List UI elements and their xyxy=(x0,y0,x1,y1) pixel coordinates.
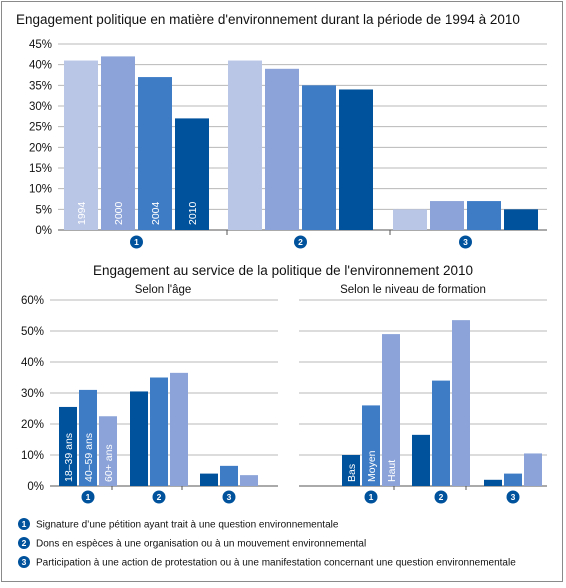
series-label: 2000 xyxy=(113,201,125,225)
category-badge-number: 2 xyxy=(298,237,303,247)
series-label: 60+ ans xyxy=(103,444,115,482)
bar-Haut-group-2 xyxy=(452,320,470,486)
chart1: 0% 5% 10% 15% 20% 25% 30% 35% 40% 45% 1994 2000 2004… xyxy=(29,39,547,249)
bar-40–59 ans-group-1 xyxy=(79,389,97,486)
bar-Haut-group-3 xyxy=(524,453,542,486)
y-tick-label: 15% xyxy=(29,163,52,175)
series-label: 2004 xyxy=(150,201,162,225)
bar-18–39 ans-group-1 xyxy=(59,406,77,486)
bar-2004-group-3 xyxy=(467,201,501,230)
bar-60+ ans-group-2 xyxy=(170,372,188,486)
y-tick-label: 20% xyxy=(29,142,52,154)
category-badge-number: 1 xyxy=(134,237,139,247)
y-tick-label: 30% xyxy=(21,388,44,400)
bar-2004-group-2 xyxy=(302,85,336,230)
y-tick-label: 45% xyxy=(29,39,52,51)
bar-Bas-group-3 xyxy=(484,479,502,486)
series-label: 18–39 ans xyxy=(63,433,75,482)
y-tick-label: 30% xyxy=(29,101,52,113)
y-tick-label: 0% xyxy=(27,481,44,493)
chart2-title: Engagement au service de la politique de… xyxy=(93,263,473,278)
legend-item-text: Dons en espèces à une organisation ou à … xyxy=(36,539,366,550)
y-tick-label: 0% xyxy=(35,225,52,237)
category-badge-number: 1 xyxy=(369,492,374,502)
legend-badge-circle xyxy=(18,537,30,549)
bar-1994-group-3 xyxy=(393,209,427,230)
category-badge-circle xyxy=(364,490,378,504)
series-label: Haut xyxy=(386,460,398,482)
y-tick-label: 10% xyxy=(29,184,52,196)
y-tick-label: 5% xyxy=(35,204,52,216)
age-subtitle: Selon l'âge xyxy=(135,284,192,296)
series-label: 40–59 ans xyxy=(83,433,95,482)
series-label: Bas xyxy=(346,464,358,482)
bar-2010-group-2 xyxy=(339,89,373,230)
series-label: Moyen xyxy=(366,450,378,482)
y-tick-label: 50% xyxy=(21,326,44,338)
y-tick-label: 60% xyxy=(21,295,44,307)
bar-Moyen-group-2 xyxy=(432,380,450,486)
bar-Bas-group-2 xyxy=(412,434,430,486)
legend: 1 Signature d’une pétition ayant trait à … xyxy=(18,518,516,569)
category-badge-number: 3 xyxy=(511,492,516,502)
y-tick-label: 20% xyxy=(21,419,44,431)
category-badge-circle xyxy=(506,490,520,504)
bar-1994-group-2 xyxy=(228,60,262,231)
bar-2000-group-1 xyxy=(101,56,135,231)
bar-40–59 ans-group-3 xyxy=(220,465,238,486)
bar-2010-group-3 xyxy=(504,209,538,230)
category-badge-circle xyxy=(152,490,166,504)
chart-education: Bas Moyen Haut 1 2 3 xyxy=(299,299,547,504)
category-badge-circle xyxy=(459,235,472,249)
category-badge-number: 3 xyxy=(463,237,468,247)
series-label: 2010 xyxy=(187,201,199,225)
legend-badge-number: 3 xyxy=(22,557,27,567)
chart-age: 0% 10% 20% 30% 40% 50% 60% 18–39 ans 40–59 ans 60… xyxy=(21,295,278,504)
legend-badge-circle xyxy=(18,518,30,530)
bar-Moyen-group-3 xyxy=(504,473,522,486)
legend-badge-number: 1 xyxy=(22,519,27,529)
y-tick-label: 10% xyxy=(21,450,44,462)
chart1-title: Engagement politique en matière d'enviro… xyxy=(16,12,520,27)
series-label: 1994 xyxy=(76,201,88,225)
y-tick-label: 25% xyxy=(29,122,52,134)
category-badge-circle xyxy=(130,235,143,249)
bar-Haut-group-1 xyxy=(382,334,400,486)
legend-item-text: Participation à une action de protestati… xyxy=(36,558,516,569)
bar-Bas-group-1 xyxy=(342,455,360,486)
bar-2004-group-1 xyxy=(138,77,172,230)
y-tick-label: 40% xyxy=(21,357,44,369)
y-tick-label: 35% xyxy=(29,80,52,92)
category-badge-circle xyxy=(81,490,95,504)
bar-60+ ans-group-1 xyxy=(99,416,117,486)
education-subtitle: Selon le niveau de formation xyxy=(340,284,486,296)
category-badge-number: 2 xyxy=(157,492,162,502)
category-badge-circle xyxy=(222,490,236,504)
category-badge-number: 3 xyxy=(227,492,232,502)
y-tick-label: 40% xyxy=(29,60,52,72)
bar-40–59 ans-group-2 xyxy=(150,377,168,486)
bar-1994-group-1 xyxy=(64,60,98,231)
bar-2000-group-2 xyxy=(265,68,299,230)
bar-2010-group-1 xyxy=(175,118,209,230)
bar-18–39 ans-group-3 xyxy=(200,473,218,486)
category-badge-circle xyxy=(294,235,307,249)
category-badge-number: 2 xyxy=(439,492,444,502)
category-badge-circle xyxy=(434,490,448,504)
legend-badge-circle xyxy=(18,556,30,568)
bar-60+ ans-group-3 xyxy=(240,475,258,486)
bar-18–39 ans-group-2 xyxy=(130,391,148,486)
bar-Moyen-group-1 xyxy=(362,405,380,486)
legend-badge-number: 2 xyxy=(22,538,27,548)
category-badge-number: 1 xyxy=(86,492,91,502)
legend-item-text: Signature d’une pétition ayant trait à u… xyxy=(36,520,339,531)
bar-2000-group-3 xyxy=(430,201,464,230)
